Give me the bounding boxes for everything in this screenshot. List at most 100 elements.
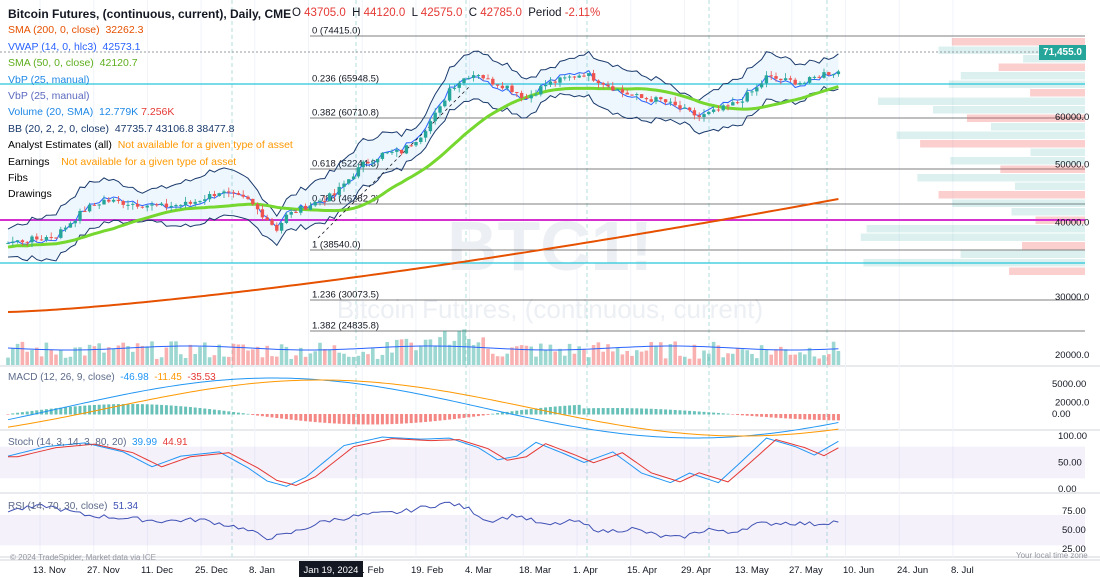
legend-item-bb[interactable]: BB (20, 2, 2, 0, close) 47735.7 43106.8 … — [8, 122, 235, 135]
legend-item-fibs[interactable]: Fibs — [8, 171, 28, 184]
candle-body — [438, 106, 442, 113]
candle-body — [342, 183, 346, 187]
candle-body — [419, 137, 423, 143]
stoch-axis-label: 0.00 — [1058, 484, 1077, 495]
candle-body — [183, 201, 188, 205]
legend-item-volume[interactable]: Volume (20, SMA) 12.779K 7.256K — [8, 106, 175, 119]
macd-histogram-bar — [404, 414, 408, 424]
macd-histogram-bar — [270, 414, 274, 418]
macd-line — [7, 377, 839, 439]
macd-histogram-bar — [572, 405, 576, 415]
volume-profile-bar — [990, 123, 1085, 131]
macd-histogram-bar — [510, 411, 514, 415]
macd-histogram-bar — [212, 409, 216, 415]
macd-histogram-bar — [836, 414, 840, 421]
macd-pane-label[interactable]: MACD (12, 26, 9, close) -46.98 -11.45 -3… — [8, 372, 216, 383]
volume-bar — [423, 339, 428, 365]
legend-item-analyst[interactable]: Analyst Estimates (all) Not available fo… — [8, 139, 293, 152]
candle-body — [73, 220, 77, 224]
macd-axis-label: 5000.00 — [1052, 379, 1086, 390]
legend-item-vbp-1[interactable]: VbP (25, manual) — [8, 73, 90, 86]
candle-body — [78, 211, 82, 221]
candle-body — [126, 204, 130, 206]
volume-bar — [817, 358, 821, 365]
volume-bar — [83, 355, 87, 365]
stoch-pane-label[interactable]: Stoch (14, 3, 14, 3, 80, 20) 39.99 44.91 — [8, 437, 188, 448]
candle-body — [366, 161, 370, 164]
macd-histogram-bar — [452, 414, 456, 420]
candle-body — [500, 85, 505, 89]
volume-bar — [107, 347, 111, 365]
rsi-axis-label: 50.00 — [1062, 525, 1086, 536]
candle-body — [351, 176, 356, 180]
macd-histogram-bar — [664, 409, 668, 415]
volume-bar — [11, 348, 15, 365]
volume-profile-bar — [952, 199, 1085, 207]
volume-bar — [495, 356, 500, 365]
volume-profile-bar — [938, 191, 1085, 199]
macd-histogram-bar — [73, 406, 77, 415]
volume-profile-bar — [1009, 267, 1085, 275]
candle-body — [236, 193, 241, 195]
candle-body — [639, 94, 644, 99]
macd-histogram-bar — [568, 405, 572, 415]
volume-bar — [697, 358, 701, 365]
macd-histogram-bar — [232, 411, 236, 415]
volume-bar — [707, 353, 711, 365]
candle-body — [721, 105, 725, 111]
volume-bar — [783, 349, 788, 365]
macd-histogram-bar — [356, 414, 360, 425]
volume-bar — [515, 346, 519, 365]
macd-histogram-bar — [673, 409, 677, 415]
candle-body — [827, 72, 831, 75]
volume-bar — [111, 348, 116, 365]
macd-histogram-bar — [515, 410, 519, 415]
macd-histogram-bar — [400, 414, 404, 424]
legend-item-drawings[interactable]: Drawings — [8, 188, 52, 201]
macd-histogram-bar — [779, 414, 783, 419]
volume-bar — [371, 348, 375, 365]
time-axis-label: 27. Nov — [87, 565, 120, 576]
macd-histogram-bar — [587, 408, 591, 415]
candle-body — [558, 77, 562, 83]
volume-bar — [121, 342, 125, 365]
macd-histogram-bar — [827, 414, 831, 421]
candle-body — [515, 92, 519, 94]
candle-body — [836, 71, 841, 75]
candle-body — [539, 86, 543, 95]
rsi-axis-label: 75.00 — [1062, 506, 1086, 517]
macd-histogram-bar — [529, 408, 533, 415]
legend-item-vbp-2[interactable]: VbP (25, manual) — [8, 89, 90, 102]
legend-item-earnings[interactable]: Earnings Not available for a given type … — [8, 155, 237, 168]
candle-body — [361, 161, 365, 168]
macd-histogram-bar — [251, 414, 255, 415]
legend-item-sma50[interactable]: SMA (50, 0, close) 42120.7 — [8, 57, 138, 70]
volume-bar — [491, 353, 495, 365]
candle-body — [625, 92, 629, 95]
macd-histogram-bar — [702, 411, 706, 415]
macd-histogram-bar — [654, 408, 658, 415]
time-axis-label: 8. Jan — [249, 565, 275, 576]
macd-histogram-bar — [606, 408, 610, 415]
volume-bar — [385, 341, 389, 365]
volume-bar — [433, 346, 437, 365]
candle-body — [30, 236, 34, 243]
legend-item-sma200[interactable]: SMA (200, 0, close) 32262.3 — [8, 24, 144, 37]
volume-bar — [78, 347, 82, 365]
volume-bar — [102, 352, 106, 365]
macd-histogram-bar — [668, 409, 672, 415]
candle-body — [524, 97, 529, 99]
legend-item-vwap[interactable]: VWAP (14, 0, hlc3) 42573.1 — [8, 40, 141, 53]
volume-profile-bar — [1030, 89, 1085, 97]
candle-body — [644, 98, 649, 100]
macd-histogram-bar — [246, 413, 250, 415]
time-axis-label: 10. Jun — [843, 565, 874, 576]
macd-histogram-bar — [342, 414, 346, 424]
candle-body — [606, 84, 610, 87]
candle-body — [356, 167, 361, 177]
timezone-note[interactable]: Your local time zone — [1016, 551, 1088, 560]
macd-histogram-bar — [764, 414, 768, 418]
low-value: 42575.0 — [420, 7, 463, 19]
rsi-pane-label[interactable]: RSI (14, 70, 30, close) 51.34 — [8, 501, 139, 512]
volume-profile-bar — [878, 97, 1085, 105]
